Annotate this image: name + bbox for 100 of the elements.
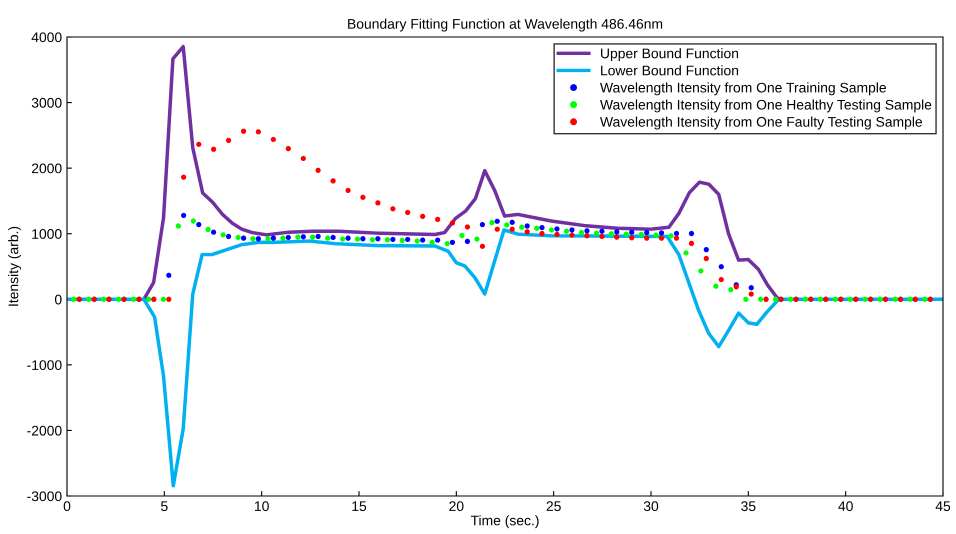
point: [534, 226, 540, 231]
point: [638, 232, 644, 238]
point: [584, 233, 590, 238]
point: [220, 232, 226, 238]
point: [569, 227, 575, 233]
point: [196, 142, 202, 147]
point: [674, 236, 680, 241]
point: [435, 216, 440, 222]
point: [286, 234, 291, 240]
x-tick-label: 20: [449, 501, 464, 512]
point: [295, 234, 300, 240]
point: [405, 210, 410, 216]
point: [818, 296, 823, 302]
point: [629, 235, 634, 240]
legend-label: Lower Bound Function: [601, 65, 738, 76]
point: [564, 228, 570, 234]
point: [832, 296, 838, 302]
point: [848, 296, 853, 302]
point: [280, 236, 286, 241]
point: [644, 236, 650, 241]
x-tick-label: 25: [546, 501, 561, 512]
legend-label: Wavelength Itensity from One Healthy Testing Sample: [600, 99, 932, 112]
point: [236, 234, 241, 240]
point: [250, 236, 256, 242]
point: [300, 156, 306, 162]
point: [688, 230, 694, 236]
point: [614, 229, 620, 234]
point: [614, 234, 620, 240]
legend-label: Upper Bound Function: [601, 48, 738, 62]
point: [494, 226, 500, 232]
y-tick-label: 3000: [32, 98, 62, 108]
point: [862, 296, 868, 302]
point: [360, 236, 366, 242]
y-tick-label: -2000: [27, 426, 62, 436]
point: [86, 296, 92, 302]
point: [265, 236, 270, 242]
point: [116, 296, 122, 302]
point: [390, 236, 396, 242]
point: [688, 240, 694, 246]
point: [256, 129, 261, 134]
point: [196, 222, 202, 228]
point: [464, 238, 470, 244]
point: [629, 230, 634, 235]
point: [240, 128, 246, 134]
x-tick-label: 5: [161, 501, 168, 512]
point: [450, 240, 456, 245]
point: [539, 224, 545, 230]
point: [510, 226, 515, 232]
point: [300, 234, 306, 240]
point: [718, 264, 724, 270]
point: [644, 230, 650, 236]
point: [181, 212, 186, 218]
point: [400, 238, 405, 243]
point: [316, 234, 321, 240]
point: [190, 218, 196, 224]
point: [480, 244, 486, 249]
point: [474, 236, 480, 242]
point: [256, 236, 261, 242]
point: [599, 234, 605, 239]
point: [489, 220, 495, 226]
point: [340, 236, 346, 242]
point: [519, 224, 524, 230]
x-tick-label: 40: [838, 501, 853, 512]
point: [210, 146, 216, 152]
point: [325, 236, 330, 241]
point: [444, 241, 450, 246]
point: [668, 233, 674, 238]
point: [346, 188, 351, 194]
point: [146, 296, 152, 302]
point: [504, 222, 510, 228]
point: [922, 296, 928, 302]
point: [270, 236, 276, 241]
point: [226, 138, 232, 144]
point: [658, 236, 664, 241]
point: [384, 237, 390, 242]
point: [624, 232, 629, 237]
point: [608, 231, 614, 236]
point: [554, 232, 560, 238]
point: [653, 232, 659, 238]
point: [420, 214, 426, 219]
legend-label: Wavelength Itensity from One Training Sample: [600, 82, 886, 96]
y-tick-label: 1000: [32, 229, 62, 239]
point: [539, 230, 545, 236]
point: [420, 237, 426, 243]
point: [748, 285, 754, 290]
point: [704, 247, 709, 252]
point: [788, 296, 794, 302]
line-series: [67, 228, 943, 488]
point: [435, 237, 440, 243]
point: [390, 206, 396, 212]
point: [330, 234, 336, 240]
y-tick-label: 4000: [32, 32, 62, 42]
point: [464, 224, 470, 230]
point: [160, 296, 166, 302]
point: [430, 240, 435, 245]
point: [346, 236, 351, 241]
point: [658, 230, 664, 236]
y-tick-label: -3000: [27, 491, 62, 502]
point: [683, 250, 689, 256]
point: [584, 228, 590, 234]
